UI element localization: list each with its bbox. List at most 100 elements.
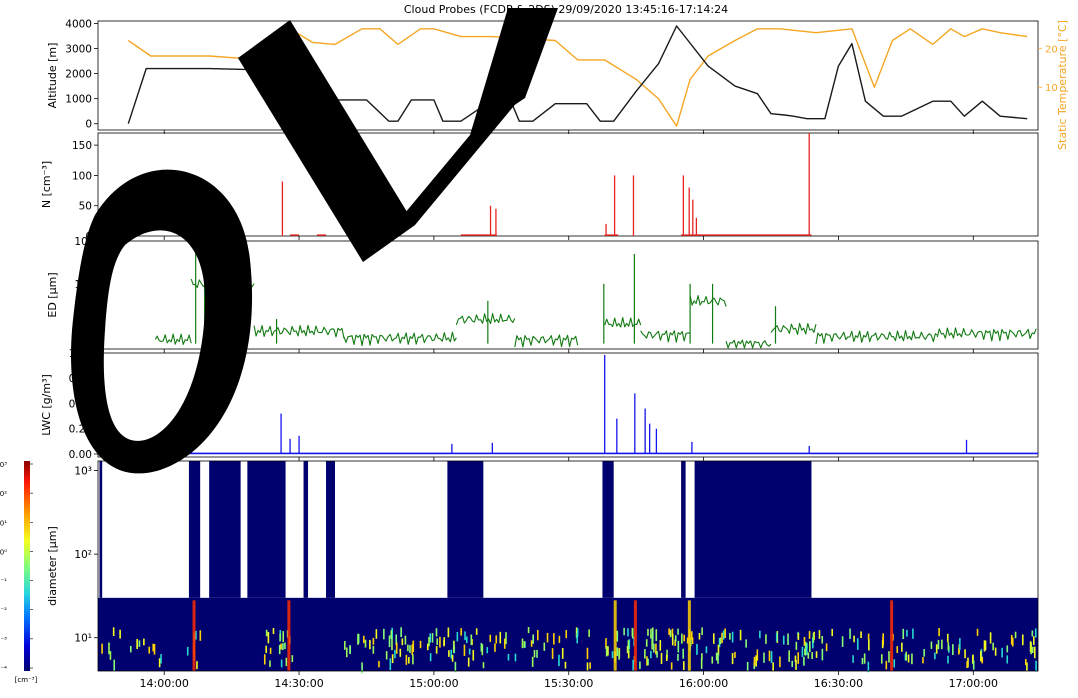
heatmap-cell xyxy=(389,658,392,671)
heatmap-cell xyxy=(795,659,797,670)
heatmap-cell xyxy=(411,644,414,655)
heatmap-cell xyxy=(267,632,270,644)
heatmap-cell xyxy=(409,645,411,653)
heatmap-cell xyxy=(715,652,718,661)
heatmap-cell xyxy=(815,651,818,658)
heatmap-cell xyxy=(618,649,620,660)
heatmap-cell xyxy=(507,653,510,661)
ed-axis-label: ED [μm] xyxy=(46,272,59,317)
heatmap-cell xyxy=(269,647,272,654)
heatmap-cell xyxy=(282,643,284,651)
colorbar-tick-label: 10⁻³ xyxy=(0,636,7,644)
heatmap-cell xyxy=(745,639,747,648)
heatmap-cell xyxy=(1031,646,1034,654)
heatmap-cell xyxy=(686,637,689,644)
heatmap-cell xyxy=(739,629,742,641)
heatmap-cell xyxy=(357,633,360,644)
heatmap-cell xyxy=(527,627,530,634)
heatmap-cell xyxy=(576,633,579,644)
heatmap-cell xyxy=(1034,628,1037,638)
heatmap-cell xyxy=(112,627,115,636)
diameter-axis-label: diameter [μm] xyxy=(46,526,59,606)
heatmap-cell xyxy=(460,628,462,636)
heatmap-cell xyxy=(279,633,281,642)
heatmap-cell xyxy=(947,655,949,664)
heatmap-cell xyxy=(645,639,648,647)
heatmap-cell xyxy=(696,643,698,655)
heatmap-cell xyxy=(681,633,683,644)
heatmap-cell xyxy=(639,661,641,670)
heatmap-cell xyxy=(959,638,961,650)
heatmap-cell xyxy=(138,640,141,647)
heatmap-cell xyxy=(779,656,781,668)
heatmap-cell xyxy=(1031,630,1034,637)
heatmap-cell xyxy=(1010,634,1013,645)
heatmap-cell xyxy=(782,635,785,645)
heatmap-cell xyxy=(896,646,899,653)
ed-trace xyxy=(689,295,727,307)
heatmap-cell xyxy=(391,654,394,664)
x-tick-label: 16:30:00 xyxy=(814,677,863,690)
colorbar-tick-label: 10¹ xyxy=(0,519,7,527)
heatmap-cell xyxy=(369,639,371,650)
heatmap-cell xyxy=(588,629,590,637)
heatmap-cell xyxy=(867,633,870,640)
heatmap-cell xyxy=(503,638,506,649)
heatmap-cell xyxy=(551,648,554,659)
heatmap-cell xyxy=(464,631,466,641)
heatmap-cell xyxy=(553,633,555,645)
heatmap-cell xyxy=(160,654,162,664)
heatmap-cell xyxy=(770,651,773,664)
heatmap-cell xyxy=(364,639,367,648)
heatmap-cell xyxy=(269,660,271,667)
altitude-ytick-label: 1000 xyxy=(65,94,92,106)
heatmap-cell xyxy=(722,630,725,640)
heatmap-cell xyxy=(401,638,404,646)
heatmap-cell xyxy=(759,630,761,639)
heatmap-cell xyxy=(282,631,285,643)
heatmap-cell xyxy=(199,630,202,641)
ed-trace xyxy=(640,330,691,343)
heatmap-cell xyxy=(408,657,410,664)
heatmap-cell xyxy=(391,627,393,640)
x-tick-label: 14:30:00 xyxy=(274,677,323,690)
heatmap-cell xyxy=(536,629,539,641)
heatmap-cell xyxy=(451,654,454,662)
axes-layer: 0 1000 2000 3000 4000 10 20 Altitude [m] Static … xyxy=(40,19,1069,690)
heatmap-cell xyxy=(795,641,798,650)
heatmap-cell xyxy=(450,649,453,659)
heatmap-cell xyxy=(429,653,432,662)
heatmap-cell xyxy=(787,633,789,645)
heatmap-hot-column xyxy=(287,600,291,671)
heatmap-cell xyxy=(646,656,648,666)
heatmap-cell xyxy=(405,654,408,665)
x-tick-label: 16:00:00 xyxy=(679,677,728,690)
heatmap-cell xyxy=(788,650,790,662)
heatmap-cell xyxy=(668,628,670,635)
heatmap-cell xyxy=(546,632,549,643)
heatmap-cell xyxy=(291,655,294,663)
x-tick-label: 15:30:00 xyxy=(544,677,593,690)
watermark-stroke-1 xyxy=(238,20,415,262)
heatmap-cell xyxy=(937,639,940,650)
heatmap-cell xyxy=(992,642,994,651)
heatmap-cell xyxy=(1029,641,1032,653)
heatmap-cell xyxy=(623,627,625,636)
heatmap-cell xyxy=(531,656,534,667)
heatmap-cell xyxy=(196,661,198,670)
heatmap-cell xyxy=(388,635,391,648)
heatmap-cell xyxy=(677,628,679,635)
heatmap-cell xyxy=(755,655,757,667)
heatmap-cell xyxy=(964,649,966,659)
heatmap-cell xyxy=(399,648,402,657)
colorbar-tick-label: 10² xyxy=(0,490,7,498)
heatmap-cell xyxy=(472,649,475,661)
heatmap-cell xyxy=(947,642,950,651)
heatmap-cell xyxy=(523,641,526,648)
heatmap-cell xyxy=(489,634,492,642)
heatmap-cell xyxy=(765,634,767,644)
heatmap-cell xyxy=(265,629,268,637)
altitude-ytick-label: 0 xyxy=(85,119,92,131)
diameter-ytick-label: 10³ xyxy=(74,466,92,478)
